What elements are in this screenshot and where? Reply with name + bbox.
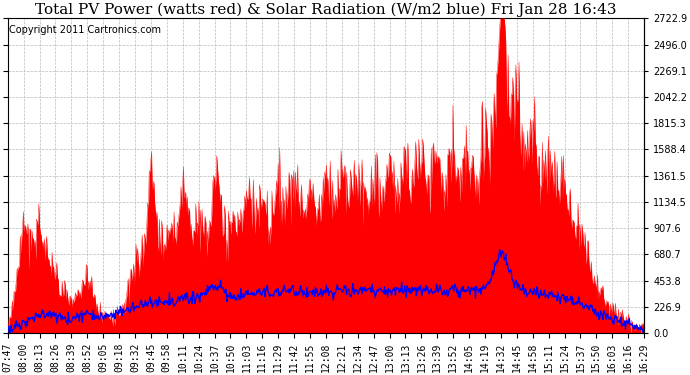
Text: Copyright 2011 Cartronics.com: Copyright 2011 Cartronics.com: [9, 25, 161, 34]
Title: Total PV Power (watts red) & Solar Radiation (W/m2 blue) Fri Jan 28 16:43: Total PV Power (watts red) & Solar Radia…: [35, 3, 617, 17]
